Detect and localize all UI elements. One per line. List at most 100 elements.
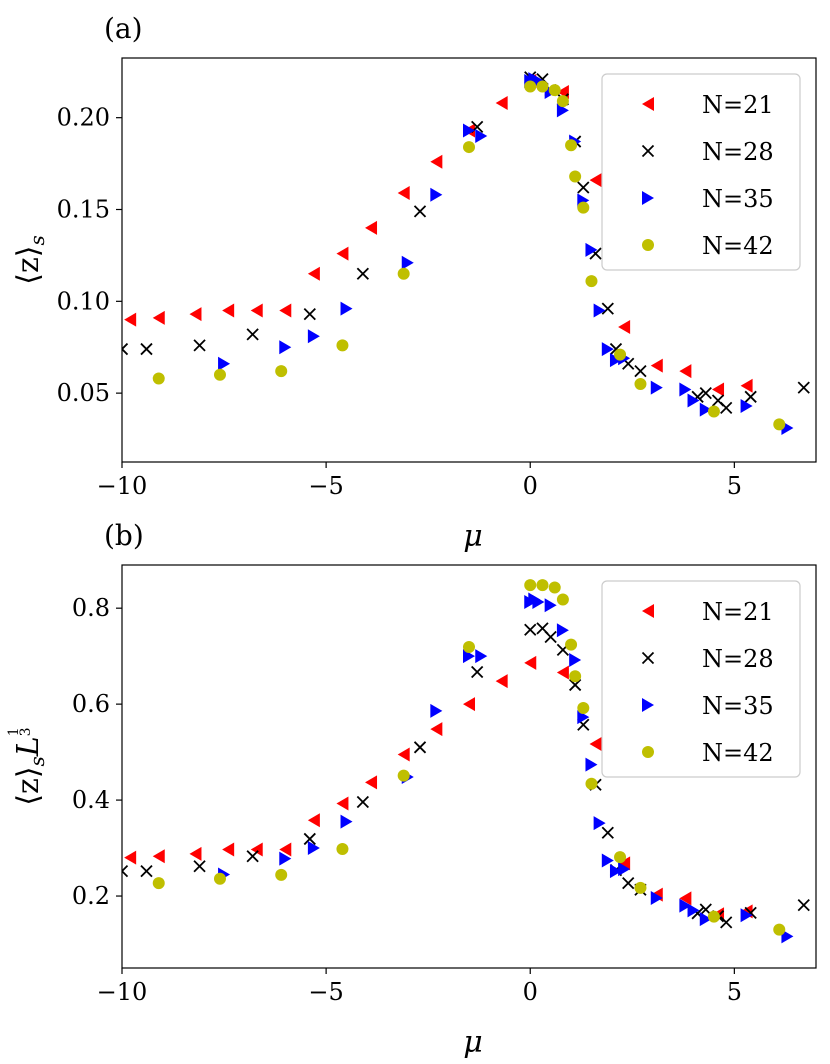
data-point: [430, 154, 443, 169]
data-point: [720, 401, 733, 414]
data-point: [495, 674, 508, 689]
data-point: [589, 173, 602, 188]
data-point: [336, 843, 349, 856]
data-point: [699, 402, 712, 417]
legend-label: N=28: [702, 645, 774, 673]
legend-marker: [642, 191, 654, 205]
data-point: [773, 923, 786, 936]
data-point: [601, 342, 614, 357]
data-point: [193, 339, 206, 352]
y-tick-label: 0.10: [57, 287, 110, 315]
x-marker-stroke: [303, 832, 316, 846]
x-marker-stroke: [524, 623, 537, 636]
legend-label: N=35: [702, 185, 774, 213]
chart-panel-a: (a)−10 −5 0 50.050.100.150.20μ⟨z⟩sN=21N=28N…: [11, 12, 817, 554]
data-point: [589, 736, 602, 751]
legend: N=21 N=28 N=35 N=42: [601, 580, 801, 778]
x-marker-stroke: [544, 630, 557, 644]
data-point: [246, 328, 259, 341]
y-tick-label: 0.2: [72, 882, 110, 910]
x-marker-stroke: [622, 876, 635, 890]
data-point: [634, 364, 647, 378]
y-tick-label: 0.8: [72, 594, 110, 622]
data-point: [536, 579, 549, 592]
data-point: [614, 851, 627, 864]
data-point: [397, 267, 410, 280]
x-marker-stroke: [413, 205, 427, 218]
x-marker-stroke: [601, 826, 614, 839]
data-point: [699, 386, 712, 400]
data-point: [213, 368, 226, 381]
data-point: [356, 267, 369, 280]
data-point: [679, 382, 692, 397]
data-point: [577, 701, 590, 714]
data-point: [463, 641, 475, 654]
legend-label: N=42: [702, 739, 774, 767]
data-point: [365, 220, 378, 235]
x-marker-stroke: [122, 864, 129, 873]
data-point: [397, 769, 410, 782]
data-point: [569, 652, 582, 667]
y-label-exponent-denominator: 3: [18, 727, 34, 736]
data-point: [773, 418, 786, 431]
data-point: [430, 703, 443, 718]
data-point: [475, 649, 488, 664]
data-point: [193, 860, 206, 873]
data-point: [634, 881, 647, 894]
x-marker-stroke: [246, 850, 259, 863]
data-point: [430, 187, 443, 202]
data-points: [122, 579, 810, 944]
y-tick-label: 0.15: [57, 196, 110, 224]
data-point: [279, 303, 292, 318]
legend-marker: [642, 604, 654, 618]
data-point: [740, 398, 753, 413]
data-point: [222, 303, 235, 318]
y-label-suffix: L: [11, 736, 46, 757]
data-point: [463, 141, 475, 154]
data-point: [189, 846, 202, 861]
data-point: [140, 864, 153, 878]
data-point: [585, 242, 598, 257]
data-point: [679, 364, 692, 379]
data-point: [307, 329, 320, 344]
data-point: [275, 365, 288, 378]
y-label-subscript: s: [25, 235, 49, 245]
data-point: [152, 877, 165, 890]
data-point: [650, 380, 663, 395]
data-point: [650, 890, 663, 905]
data-point: [307, 813, 320, 828]
x-marker-stroke: [303, 308, 316, 321]
data-point: [463, 649, 475, 664]
data-point: [279, 340, 292, 355]
y-tick-label: 0.20: [57, 104, 110, 132]
x-marker-stroke: [122, 869, 129, 878]
x-axis-label: μ: [463, 1025, 483, 1060]
data-point: [463, 123, 475, 138]
legend-marker: [641, 651, 655, 665]
data-point: [585, 777, 598, 790]
panel-label: (b): [104, 519, 144, 552]
data-point: [593, 303, 606, 318]
data-point: [279, 851, 292, 866]
x-marker-stroke: [797, 899, 810, 912]
data-point: [712, 382, 725, 397]
x-marker-stroke: [140, 342, 153, 356]
data-point: [413, 741, 427, 754]
x-marker-stroke: [413, 741, 427, 754]
data-point: [744, 390, 757, 403]
x-marker-stroke: [601, 302, 614, 315]
data-point: [699, 912, 712, 927]
x-marker-stroke: [246, 328, 259, 341]
data-point: [365, 775, 378, 790]
data-point: [556, 95, 569, 108]
x-marker-stroke: [609, 342, 623, 356]
y-axis-label: ⟨z⟩sL13: [6, 727, 49, 805]
data-point: [687, 903, 700, 918]
x-marker-stroke: [634, 364, 647, 378]
legend-box: [601, 580, 801, 778]
data-point: [601, 853, 614, 868]
data-point: [687, 393, 700, 408]
y-tick-label: 0.4: [72, 786, 110, 814]
data-point: [679, 891, 692, 906]
